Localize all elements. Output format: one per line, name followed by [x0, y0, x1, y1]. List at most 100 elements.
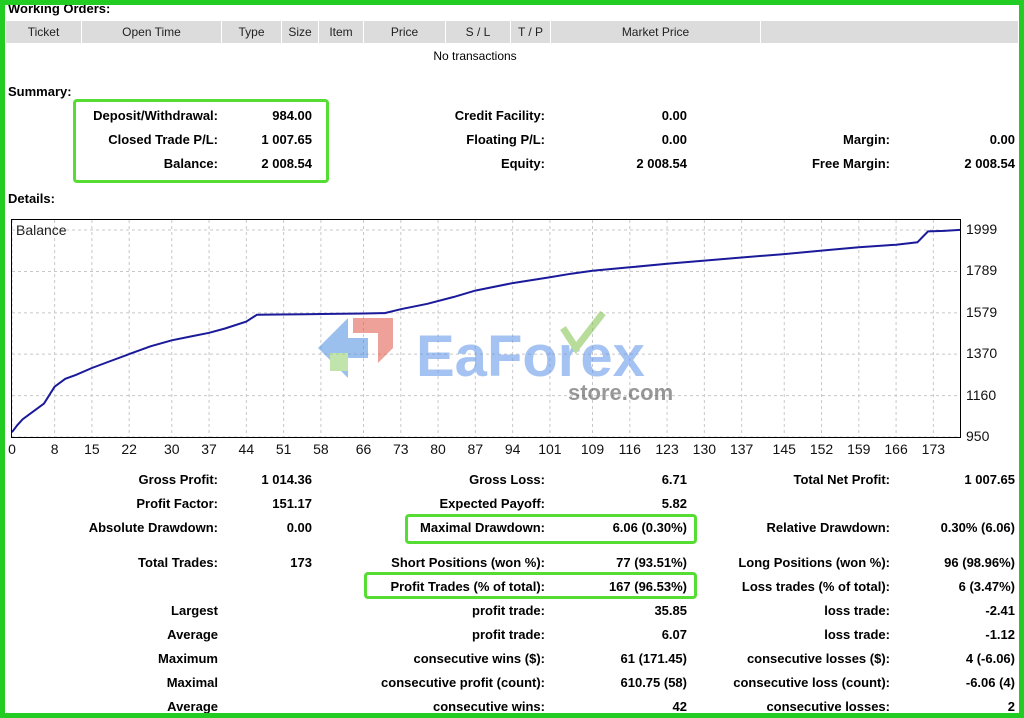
x-tick-label: 137 — [729, 441, 754, 457]
largest-loss-value: -2.41 — [985, 603, 1015, 618]
long-positions-value: 96 (98.96%) — [944, 555, 1015, 570]
x-tick-label: 37 — [201, 441, 217, 457]
maximal-consecutive-profit-value: 610.75 (58) — [620, 675, 688, 690]
x-tick-label: 173 — [921, 441, 946, 457]
deposit-label: Deposit/Withdrawal: — [93, 108, 218, 123]
balance-value: 2 008.54 — [261, 156, 312, 171]
equity-label: Equity: — [500, 156, 545, 171]
gross-loss-label: Gross Loss: — [469, 472, 545, 487]
maximal-drawdown-label: Maximal Drawdown: — [420, 520, 545, 535]
x-tick-label: 66 — [355, 441, 372, 457]
x-tick-label: 58 — [313, 441, 329, 457]
x-tick-label: 22 — [121, 441, 137, 457]
credit-value: 0.00 — [661, 108, 687, 123]
expected-payoff-label: Expected Payoff: — [439, 496, 545, 511]
avg-consecutive-losses-label: consecutive losses: — [766, 699, 890, 714]
average-consecutive-label: Average — [167, 699, 218, 714]
x-tick-label: 166 — [884, 441, 908, 457]
free-margin-label: Free Margin: — [811, 156, 890, 171]
equity-value: 2 008.54 — [636, 156, 687, 171]
maximal-consecutive-loss-value: -6.06 (4) — [965, 675, 1015, 690]
x-tick-label: 123 — [655, 441, 679, 457]
max-consecutive-wins-label: consecutive wins ($): — [413, 651, 545, 666]
average-profit-label: profit trade: — [472, 627, 545, 642]
total-trades-value: 173 — [290, 555, 312, 570]
loss-trades-label: Loss trades (% of total): — [741, 579, 890, 594]
x-tick-label: 94 — [504, 441, 521, 457]
x-tick-label: 109 — [580, 441, 605, 457]
profit-factor-value: 151.17 — [272, 496, 312, 511]
col-sl: S / L — [446, 21, 511, 43]
y-tick-label: 1789 — [966, 262, 998, 279]
x-tick-label: 87 — [467, 441, 484, 457]
loss-trades-value: 6 (3.47%) — [958, 579, 1015, 594]
largest-profit-value: 35.85 — [654, 603, 687, 618]
average-loss-label: loss trade: — [824, 627, 890, 642]
profit-factor-label: Profit Factor: — [136, 496, 218, 511]
col-market-price: Market Price — [551, 21, 761, 43]
closed-pl-label: Closed Trade P/L: — [108, 132, 218, 147]
short-positions-label: Short Positions (won %): — [391, 555, 545, 570]
x-tick-label: 73 — [392, 441, 409, 457]
watermark-svg: EaForex store.com — [318, 310, 673, 405]
no-transactions-text: No transactions — [433, 49, 517, 63]
largest-label: Largest — [171, 603, 218, 618]
gross-loss-value: 6.71 — [661, 472, 687, 487]
expected-payoff-value: 5.82 — [661, 496, 687, 511]
closed-pl-value: 1 007.65 — [261, 132, 312, 147]
margin-label: Margin: — [843, 132, 890, 147]
x-tick-label: 15 — [84, 441, 100, 457]
chart-title: Balance — [16, 222, 67, 238]
x-tick-label: 101 — [538, 441, 562, 457]
x-tick-label: 130 — [692, 441, 717, 457]
watermark-sub-text: store.com — [568, 380, 673, 405]
avg-consecutive-losses-value: 2 — [1007, 699, 1015, 714]
floating-label: Floating P/L: — [466, 132, 545, 147]
absolute-drawdown-value: 0.00 — [286, 520, 312, 535]
gross-profit-value: 1 014.36 — [261, 472, 312, 487]
y-tick-label: 1579 — [966, 303, 998, 320]
col-tp: T / P — [511, 21, 551, 43]
max-consecutive-losses-value: 4 (-6.06) — [965, 651, 1015, 666]
x-tick-label: 159 — [847, 441, 871, 457]
y-tick-label: 950 — [966, 428, 990, 444]
y-tick-label: 1160 — [966, 386, 997, 403]
x-tick-label: 8 — [50, 441, 59, 457]
summary-highlight-box — [73, 99, 329, 183]
free-margin-value: 2 008.54 — [964, 156, 1015, 171]
average-profit-value: 6.07 — [661, 627, 687, 642]
average-loss-value: -1.12 — [985, 627, 1015, 642]
absolute-drawdown-label: Absolute Drawdown: — [88, 520, 218, 535]
largest-loss-label: loss trade: — [824, 603, 890, 618]
max-drawdown-highlight-box — [405, 514, 697, 544]
col-open-time: Open Time — [82, 21, 222, 43]
col-size: Size — [282, 21, 319, 43]
profit-trades-label: Profit Trades (% of total): — [390, 579, 545, 594]
avg-consecutive-wins-value: 42 — [672, 699, 687, 714]
maximal-consecutive-loss-label: consecutive loss (count): — [733, 675, 890, 690]
balance-label: Balance: — [163, 156, 218, 171]
details-heading: Details: — [8, 191, 55, 206]
orders-table-header: Ticket Open Time Type Size Item Price S … — [6, 21, 1018, 43]
y-tick-label: 1370 — [966, 345, 998, 362]
profit-trades-value: 167 (96.53%) — [608, 579, 687, 594]
total-net-profit-value: 1 007.65 — [964, 472, 1015, 487]
x-tick-label: 30 — [163, 441, 180, 457]
col-item: Item — [319, 21, 364, 43]
y-tick-label: 1999 — [966, 221, 998, 238]
x-tick-label: 44 — [238, 441, 255, 457]
x-tick-label: 116 — [618, 441, 641, 457]
watermark-brand-text: EaForex — [416, 324, 645, 389]
maximum-label: Maximum — [158, 651, 218, 666]
total-net-profit-label: Total Net Profit: — [793, 472, 890, 487]
x-tick-label: 0 — [8, 441, 16, 457]
largest-profit-label: profit trade: — [472, 603, 545, 618]
relative-drawdown-value: 0.30% (6.06) — [940, 520, 1015, 535]
x-tick-label: 51 — [275, 441, 292, 457]
deposit-value: 984.00 — [272, 108, 312, 123]
col-ticket: Ticket — [6, 21, 82, 43]
balance-chart-svg — [11, 220, 961, 438]
gross-profit-label: Gross Profit: — [138, 472, 218, 487]
x-tick-label: 80 — [430, 441, 446, 457]
balance-chart — [11, 219, 961, 438]
